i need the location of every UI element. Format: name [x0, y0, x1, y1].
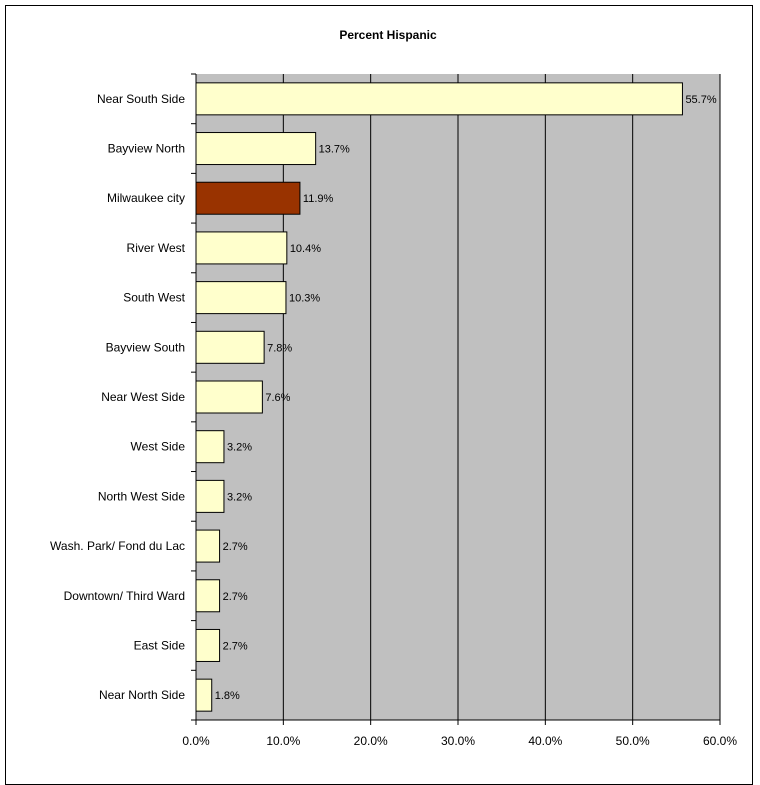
category-label: Near North Side	[99, 688, 185, 702]
axes	[191, 73, 721, 725]
category-label: Bayview South	[106, 340, 185, 354]
bar	[195, 181, 301, 215]
data-label: 7.8%	[267, 342, 292, 354]
data-label: 11.9%	[303, 193, 334, 205]
labels: 55.7% Near South Side 13.7% Bayview North 11…	[50, 92, 737, 748]
bar	[195, 231, 288, 265]
category-label: Milwaukee city	[107, 191, 185, 205]
x-tick-label: 50.0%	[616, 734, 650, 748]
bar	[195, 330, 265, 364]
x-tick-label: 60.0%	[703, 734, 737, 748]
data-label: 3.2%	[227, 491, 252, 503]
x-tick-label: 30.0%	[441, 734, 475, 748]
bar	[195, 82, 683, 116]
data-label: 3.2%	[227, 442, 252, 454]
data-label: 55.7%	[685, 94, 716, 106]
bar	[195, 678, 213, 712]
chart-title: Percent Hispanic	[339, 28, 437, 42]
category-label: River West	[127, 241, 186, 255]
category-label: Near West Side	[101, 390, 185, 404]
bar	[195, 479, 225, 513]
data-label: 13.7%	[319, 144, 350, 156]
data-label: 7.6%	[265, 392, 290, 404]
x-tick-label: 40.0%	[528, 734, 562, 748]
data-label: 10.4%	[290, 243, 321, 255]
x-tick-label: 10.0%	[266, 734, 300, 748]
bar	[195, 628, 221, 662]
bar	[195, 281, 287, 315]
category-label: West Side	[131, 440, 186, 454]
x-tick-label: 0.0%	[182, 734, 210, 748]
bar	[195, 579, 221, 613]
bars	[195, 82, 683, 712]
data-label: 10.3%	[289, 293, 320, 305]
data-label: 2.7%	[223, 541, 248, 553]
category-label: Wash. Park/ Fond du Lac	[50, 539, 185, 553]
x-tick-label: 20.0%	[354, 734, 388, 748]
bar	[195, 529, 221, 563]
category-label: Bayview North	[108, 142, 185, 156]
data-label: 2.7%	[223, 591, 248, 603]
category-label: South West	[123, 291, 185, 305]
bar	[195, 132, 317, 166]
data-label: 2.7%	[223, 640, 248, 652]
bar-chart: Percent Hispanic 55.7% Near South Side 13.…	[50, 28, 737, 748]
category-label: Near South Side	[97, 92, 185, 106]
category-label: North West Side	[98, 489, 185, 503]
gridlines	[282, 74, 721, 720]
category-label: East Side	[134, 638, 186, 652]
bar	[195, 430, 225, 464]
data-label: 1.8%	[215, 690, 240, 702]
category-label: Downtown/ Third Ward	[64, 589, 185, 603]
bar	[195, 380, 263, 414]
